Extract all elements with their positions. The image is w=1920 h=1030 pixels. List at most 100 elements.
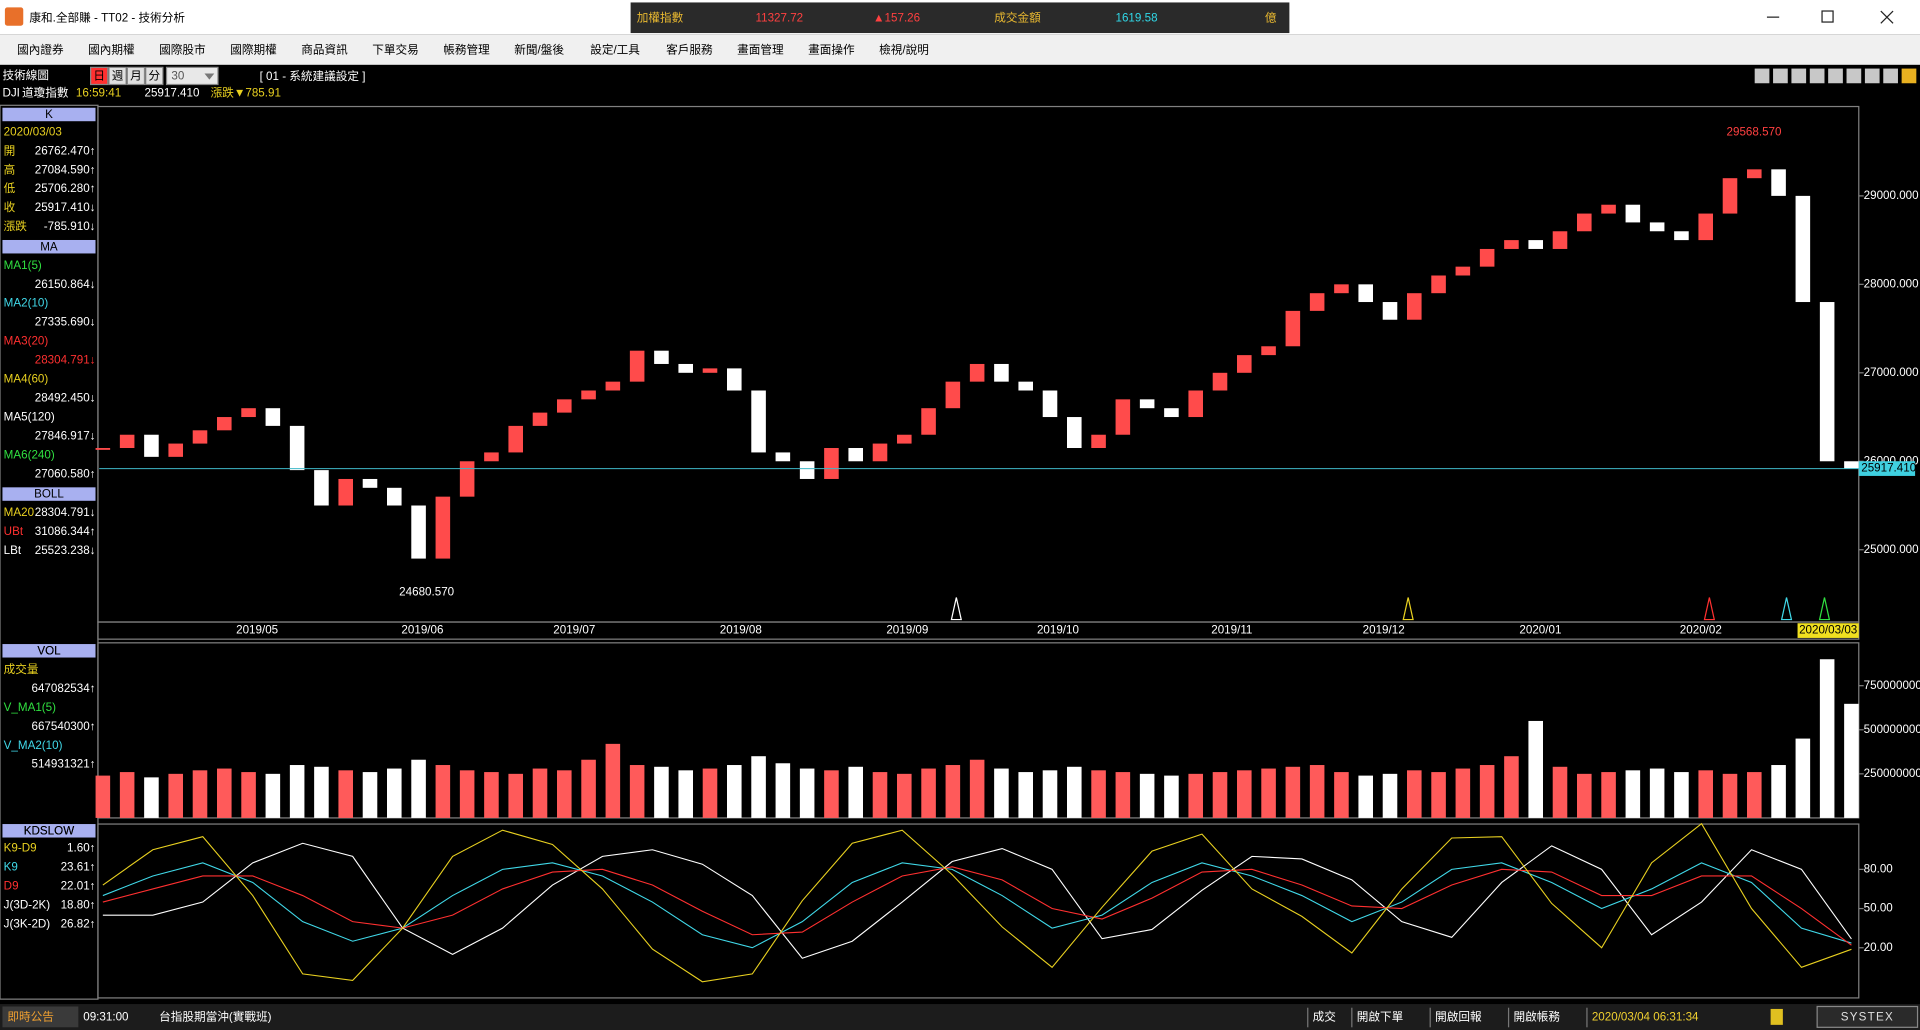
tool-icon[interactable] [1809, 68, 1825, 84]
notice-text: 台指股期當沖(實戰班) [159, 1010, 271, 1024]
indicator-label: V_MA2(10) [4, 739, 63, 752]
status-button[interactable]: 開啟下單 [1357, 1010, 1404, 1024]
y-tick-label: 28000.000 [1864, 277, 1919, 290]
period-label[interactable]: 日 [93, 70, 105, 83]
menu-item[interactable]: 客戶服務 [666, 42, 713, 56]
period-label[interactable]: 月 [130, 70, 142, 83]
indicator-label: J(3D-2K) [4, 899, 51, 912]
indicator-label: 開 [4, 144, 16, 157]
tool-icon[interactable] [1901, 68, 1917, 84]
menu-item[interactable]: 帳務管理 [443, 42, 490, 56]
menu-item[interactable]: 國內期權 [88, 42, 135, 56]
indicator-label: K9 [4, 861, 18, 874]
candle [1504, 240, 1519, 249]
volume-bar [532, 768, 548, 818]
indicator-value: 22.01↑ [61, 880, 96, 893]
volume-bar [629, 765, 645, 818]
y-tick-label: 50.00 [1864, 902, 1894, 915]
indicator-value: 27060.580↑ [35, 468, 96, 481]
menu-item[interactable]: 檢視/說明 [879, 42, 929, 56]
volume-bar [945, 765, 961, 818]
tool-icon[interactable] [1828, 68, 1843, 84]
candle [1042, 390, 1058, 418]
period-button[interactable] [108, 66, 127, 86]
indicator-value: 647082534↑ [32, 682, 96, 695]
candle [1479, 248, 1495, 267]
volume-bar [289, 765, 305, 818]
annotation: 24680.570 [399, 586, 454, 599]
candle [1334, 284, 1349, 294]
candle [775, 452, 791, 462]
candle [1067, 417, 1082, 449]
menu-item[interactable]: 商品資訊 [301, 42, 348, 56]
menu-item[interactable]: 下單交易 [372, 42, 419, 56]
tool-icon[interactable] [1864, 68, 1880, 84]
setting-label: [ 01 - 系統建議設定 ] [260, 69, 366, 83]
candle [994, 363, 1009, 382]
menu-item[interactable]: 設定/工具 [590, 42, 640, 56]
indicator-value: 26150.864↓ [35, 278, 96, 291]
section-header [2, 107, 96, 122]
volume-bar [1625, 770, 1641, 818]
period-button[interactable] [90, 66, 109, 86]
menu-item[interactable]: 畫面管理 [737, 42, 784, 56]
period-label[interactable]: 分 [148, 70, 160, 83]
tool-icon[interactable] [1846, 68, 1862, 84]
status-button[interactable]: 成交 [1313, 1010, 1337, 1024]
y-tick-label: 25000.000 [1864, 543, 1919, 556]
period-button[interactable] [145, 66, 164, 86]
tool-icon[interactable] [1883, 68, 1898, 84]
volume-bar [1722, 773, 1738, 818]
candle [192, 430, 208, 444]
tool-icon[interactable] [1791, 68, 1807, 84]
tool-icon[interactable] [1773, 68, 1788, 84]
volume-bar [1455, 768, 1471, 818]
menu-item[interactable]: 國際股市 [159, 42, 206, 56]
candle [897, 434, 912, 444]
close[interactable] [1880, 10, 1894, 24]
y-tick-label: 250000000 [1864, 767, 1920, 780]
candle [581, 390, 596, 400]
menu-item[interactable]: 國內證券 [17, 42, 64, 56]
menu-item[interactable]: 畫面操作 [808, 42, 855, 56]
section-header [2, 239, 96, 254]
status-button[interactable]: 開啟帳務 [1513, 1010, 1560, 1024]
candle [1018, 381, 1033, 391]
indicator-value: 25917.410↓ [35, 201, 96, 214]
panel-title: KDSLOW [24, 824, 74, 837]
tool-icon[interactable] [1754, 68, 1770, 84]
menu-item[interactable]: 國際期權 [230, 42, 277, 56]
candle [969, 363, 985, 382]
count-combo[interactable] [165, 66, 219, 86]
candle [484, 452, 499, 462]
kd-line [102, 866, 1852, 946]
toolbar-icons[interactable] [1754, 68, 1917, 84]
candle [921, 408, 936, 435]
candle [1309, 293, 1325, 311]
period-button[interactable] [126, 66, 146, 86]
toolbar-label: 技術線圖 [2, 68, 49, 82]
candle [727, 368, 742, 391]
status-button[interactable]: 開啟回報 [1435, 1010, 1482, 1024]
candle [1358, 284, 1373, 303]
indicator-label: MA4(60) [4, 373, 49, 386]
indicator-label: MA3(20) [4, 335, 49, 348]
count-value[interactable]: 30 [171, 70, 184, 83]
window-controls[interactable] [1766, 10, 1894, 24]
ticker-box [630, 2, 1290, 34]
period-label[interactable]: 週 [112, 70, 124, 83]
x-tick-label: 2019/11 [1211, 624, 1252, 637]
candle [459, 461, 475, 497]
restore[interactable] [1821, 10, 1834, 23]
candle [629, 350, 645, 382]
quote-name: 道瓊指數 [22, 86, 69, 100]
brand: SYSTEX [1841, 1011, 1894, 1024]
volume-bar [921, 768, 936, 818]
last-date-box [1797, 623, 1859, 638]
candle [1455, 266, 1471, 276]
section-title: BOLL [34, 488, 64, 501]
candle [387, 487, 402, 506]
menu-item[interactable]: 新聞/盤後 [514, 42, 564, 56]
volume-bar [1334, 772, 1349, 818]
ticker-value: 11327.72 [756, 11, 804, 24]
